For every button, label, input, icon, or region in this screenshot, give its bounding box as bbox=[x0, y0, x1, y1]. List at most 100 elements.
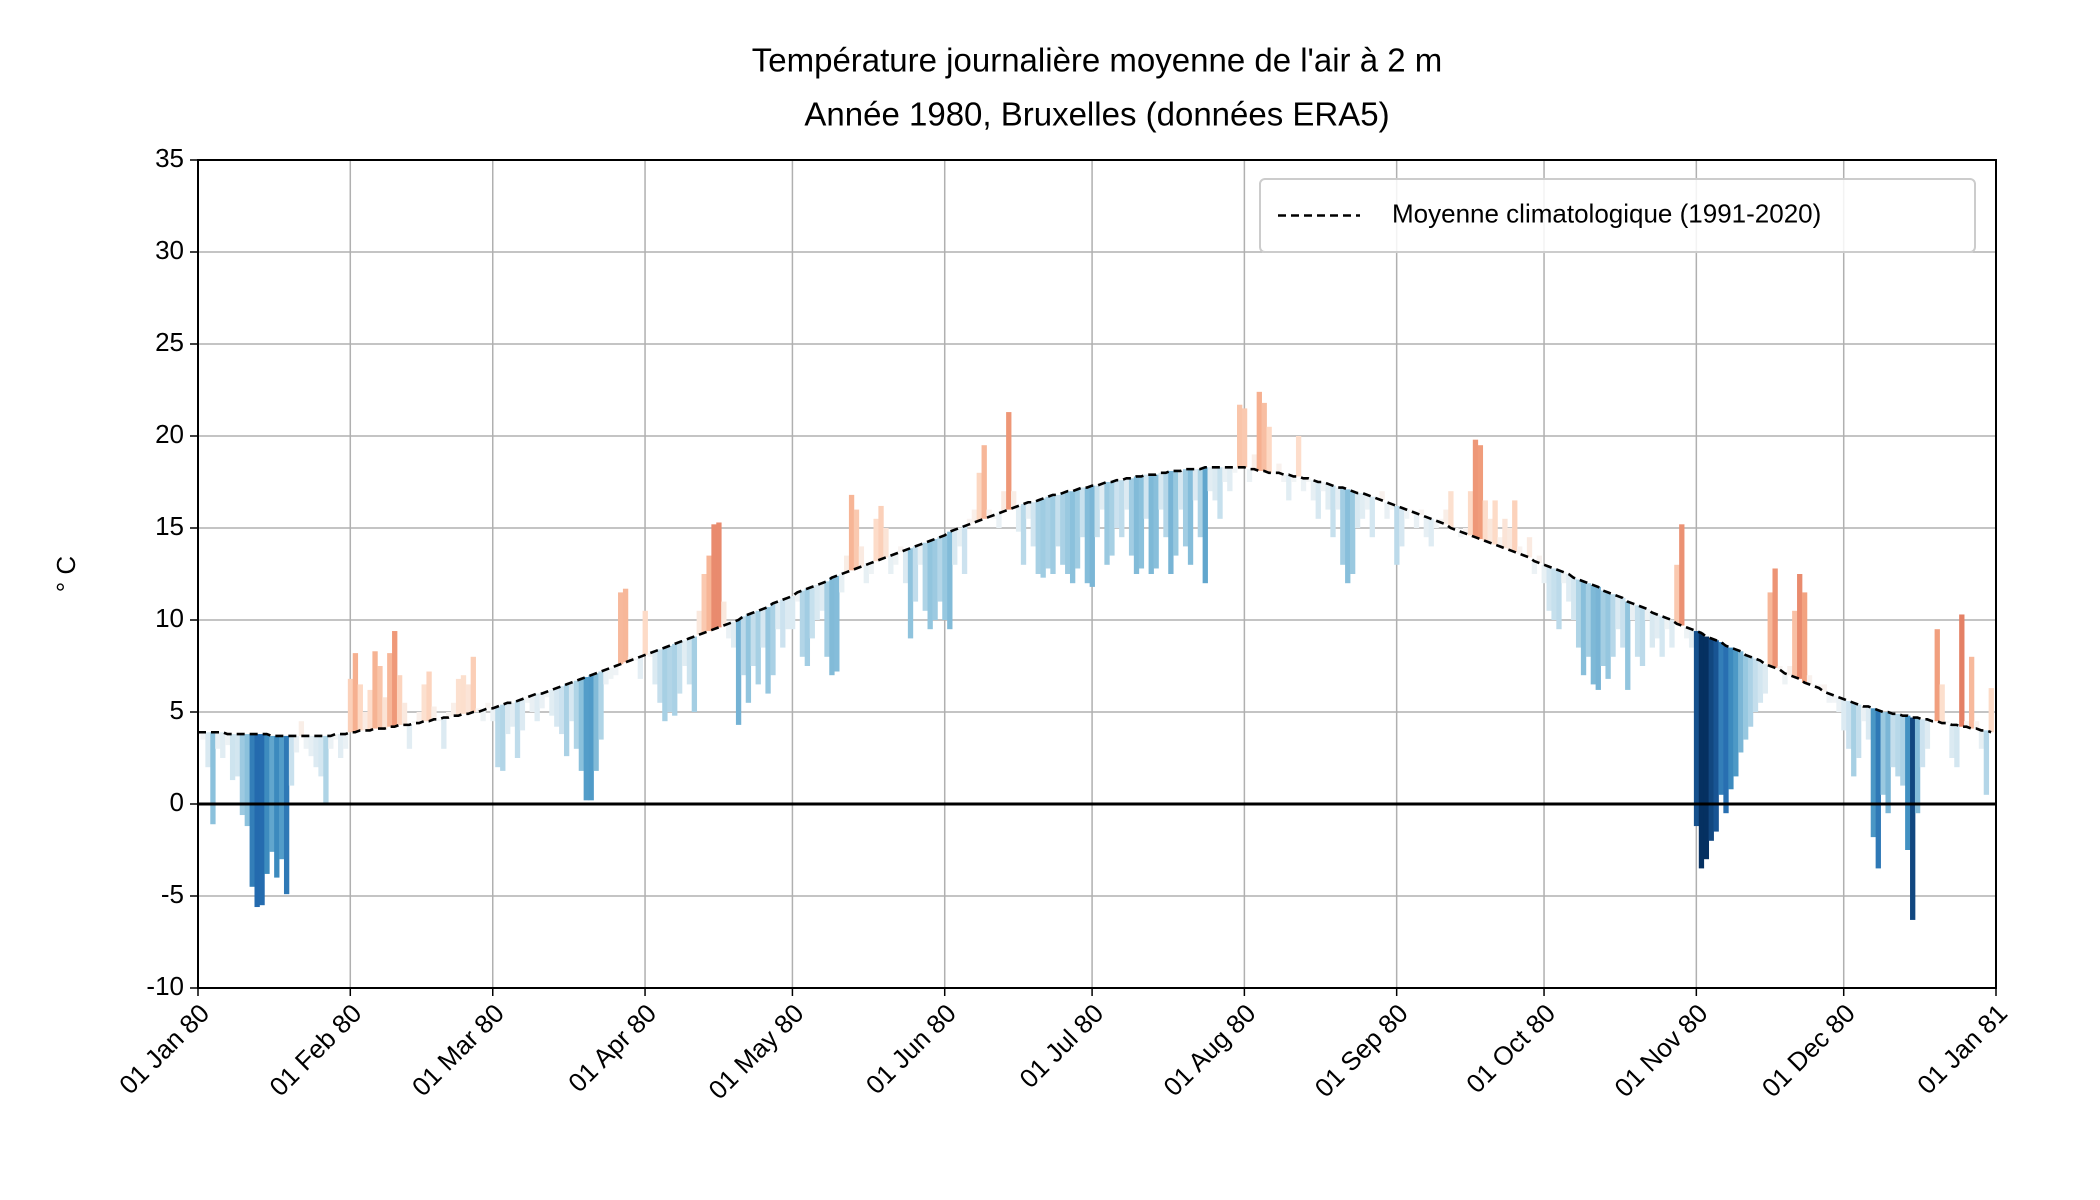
legend: Moyenne climatologique (1991-2020) bbox=[1259, 178, 1976, 253]
bar bbox=[1855, 704, 1862, 758]
bar bbox=[858, 546, 865, 567]
bar bbox=[608, 667, 614, 679]
bar bbox=[1895, 713, 1901, 777]
bar bbox=[1698, 632, 1705, 869]
bar bbox=[1757, 660, 1764, 703]
bar bbox=[1487, 518, 1493, 543]
bar bbox=[544, 691, 550, 698]
bar bbox=[396, 675, 403, 725]
bar bbox=[1015, 505, 1022, 532]
bar bbox=[1065, 491, 1071, 574]
bar bbox=[1330, 485, 1336, 538]
bar bbox=[1620, 597, 1626, 648]
bar bbox=[1949, 724, 1955, 758]
bar bbox=[1168, 470, 1174, 574]
bar bbox=[647, 653, 653, 657]
bar bbox=[888, 555, 894, 574]
y-tick-label: 25 bbox=[155, 327, 184, 357]
bar bbox=[652, 651, 658, 685]
bar bbox=[279, 735, 285, 860]
bar bbox=[303, 735, 309, 749]
bar bbox=[514, 700, 521, 758]
bar bbox=[1237, 404, 1243, 468]
bar bbox=[637, 656, 643, 679]
bar bbox=[1860, 706, 1867, 722]
bar bbox=[1546, 566, 1552, 611]
bar bbox=[450, 702, 457, 716]
bar bbox=[288, 735, 295, 786]
bar bbox=[765, 607, 771, 694]
bar bbox=[372, 651, 378, 729]
bar bbox=[780, 599, 786, 648]
bar bbox=[922, 542, 928, 611]
bar bbox=[898, 546, 904, 552]
bar bbox=[274, 735, 280, 878]
bar bbox=[465, 684, 472, 714]
bar bbox=[1777, 666, 1783, 670]
bar bbox=[244, 734, 250, 827]
bar bbox=[475, 708, 481, 712]
y-tick-label: 30 bbox=[155, 235, 184, 265]
bar bbox=[1718, 642, 1724, 795]
bar bbox=[834, 575, 840, 672]
bar bbox=[613, 666, 619, 676]
bar bbox=[1747, 656, 1754, 727]
bar bbox=[1821, 684, 1827, 692]
bar bbox=[927, 540, 933, 630]
bar bbox=[1507, 528, 1513, 551]
bar bbox=[347, 678, 354, 733]
bar bbox=[328, 735, 334, 749]
bar bbox=[716, 522, 722, 628]
bar bbox=[1723, 645, 1729, 814]
bar bbox=[1025, 502, 1032, 519]
bar bbox=[387, 653, 393, 727]
bar bbox=[686, 638, 693, 685]
bar bbox=[1610, 594, 1616, 657]
bar bbox=[1187, 469, 1194, 565]
bar bbox=[1173, 470, 1179, 556]
bar bbox=[1359, 493, 1366, 519]
bar bbox=[804, 588, 811, 666]
bar bbox=[568, 682, 575, 722]
bar bbox=[1418, 509, 1425, 516]
bar bbox=[1404, 509, 1410, 519]
bar bbox=[1870, 708, 1877, 838]
bar bbox=[1801, 592, 1808, 683]
bar bbox=[421, 684, 427, 722]
bar bbox=[1512, 500, 1518, 552]
bar bbox=[1517, 546, 1523, 554]
bar bbox=[1148, 474, 1154, 574]
bar bbox=[1128, 478, 1135, 556]
bar bbox=[1816, 684, 1823, 689]
bar bbox=[1119, 480, 1125, 538]
bar bbox=[357, 684, 363, 731]
bar bbox=[1964, 721, 1970, 727]
bar bbox=[1713, 640, 1719, 832]
y-tick-label: 5 bbox=[170, 695, 184, 725]
bar bbox=[1462, 528, 1469, 534]
climatology-line bbox=[198, 465, 1992, 738]
bar bbox=[1531, 561, 1538, 574]
bar bbox=[863, 564, 869, 584]
bar bbox=[642, 610, 648, 655]
bar bbox=[657, 649, 663, 703]
bar bbox=[1251, 454, 1258, 470]
bar bbox=[1291, 476, 1297, 482]
bar bbox=[563, 684, 570, 757]
bar bbox=[1394, 505, 1400, 565]
bar bbox=[1143, 474, 1149, 519]
bar bbox=[1688, 629, 1695, 648]
bar bbox=[534, 693, 540, 722]
bar bbox=[1084, 487, 1091, 584]
bar bbox=[1556, 570, 1562, 630]
bar bbox=[961, 526, 968, 574]
bar bbox=[971, 509, 978, 523]
bar bbox=[1536, 555, 1542, 563]
bar bbox=[593, 673, 599, 771]
bar bbox=[868, 562, 874, 574]
bar bbox=[1305, 478, 1312, 482]
y-axis-label: ° C bbox=[51, 556, 81, 592]
chart-subtitle: Année 1980, Bruxelles (données ERA5) bbox=[804, 96, 1389, 133]
bar bbox=[1114, 480, 1120, 528]
